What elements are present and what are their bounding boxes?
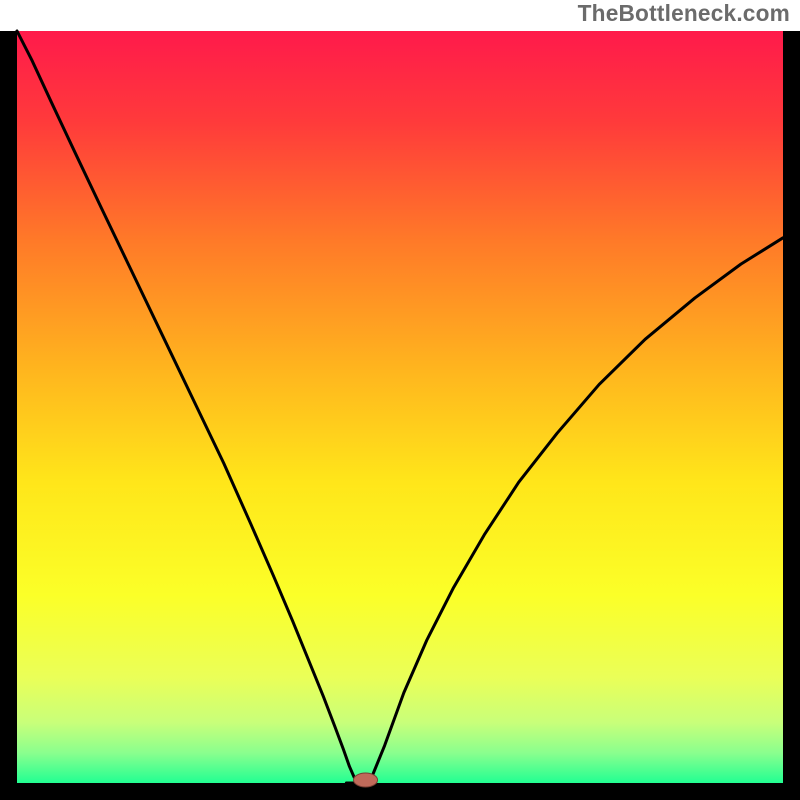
optimum-marker — [354, 773, 378, 787]
bottleneck-curve-chart — [0, 0, 800, 800]
gradient-background — [17, 31, 783, 783]
watermark-text: TheBottleneck.com — [578, 0, 790, 27]
chart-frame: TheBottleneck.com — [0, 0, 800, 800]
